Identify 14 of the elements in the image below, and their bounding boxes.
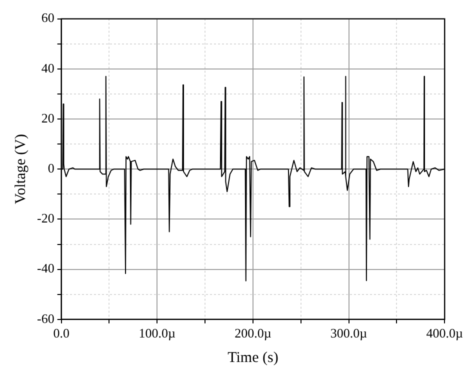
y-axis-title: Voltage (V) — [12, 134, 29, 204]
x-tick-label: 200.0µ — [234, 326, 272, 341]
x-tick-label: 0.0 — [53, 326, 70, 341]
y-tick-label: 20 — [41, 110, 54, 126]
y-tick-label: -40 — [36, 260, 54, 276]
y-tick-label: 0 — [48, 160, 54, 176]
x-tick-label: 100.0µ — [138, 326, 176, 341]
y-tick-label: -60 — [36, 310, 54, 326]
x-tick-label: 300.0µ — [330, 326, 368, 341]
y-tick-label: -20 — [36, 210, 54, 226]
x-tick-label: 400.0µ — [426, 326, 464, 341]
x-axis-title: Time (s) — [228, 350, 278, 366]
y-tick-label: 40 — [41, 60, 54, 76]
y-tick-label: 60 — [41, 10, 54, 26]
